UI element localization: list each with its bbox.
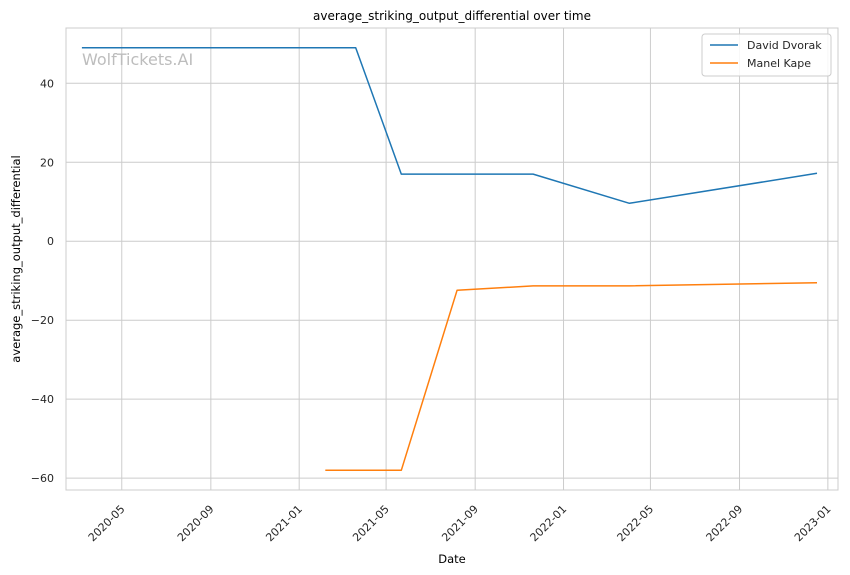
x-axis-title: Date [438, 552, 466, 566]
grid [66, 28, 838, 490]
series-line-1 [81, 46, 818, 205]
watermark: WolfTickets.AI [82, 50, 193, 69]
y-tick-label: −20 [31, 314, 54, 327]
legend-label-1: David Dvorak [747, 39, 822, 52]
legend: David Dvorak Manel Kape [701, 33, 832, 77]
y-tick-label: 0 [47, 235, 54, 248]
y-tick-label: −40 [31, 393, 54, 406]
series-line-2 [325, 281, 818, 472]
legend-label-2: Manel Kape [747, 57, 811, 70]
chart-title: average_striking_output_differential ove… [313, 9, 591, 23]
y-tick-label: 20 [40, 156, 54, 169]
y-tick-label: 40 [40, 77, 54, 90]
y-axis-title: average_striking_output_differential [9, 155, 23, 362]
y-axis-ticks: 40 20 0 −20 −40 −60 [31, 77, 54, 485]
y-tick-label: −60 [31, 472, 54, 485]
plot-area-frame [65, 27, 839, 491]
series-lines [81, 46, 818, 472]
